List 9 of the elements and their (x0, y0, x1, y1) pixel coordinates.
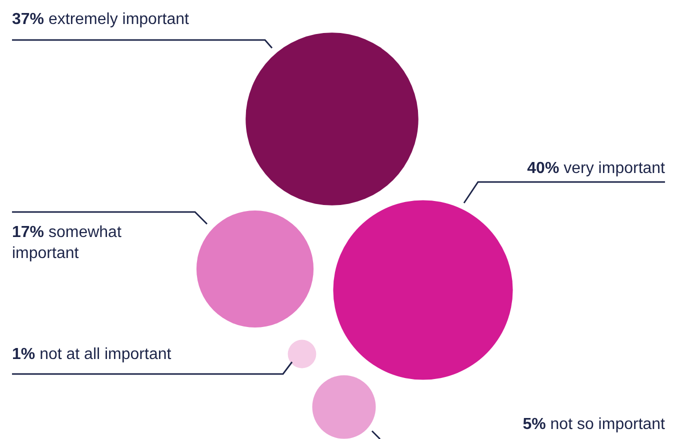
category-label: very important (564, 160, 665, 177)
data-label: 1% (12, 346, 36, 363)
category-label: not so important (550, 416, 665, 433)
category-label: extremely important (48, 11, 189, 28)
category-label: not at all important (40, 346, 172, 363)
data-label: 17% (12, 224, 44, 241)
data-label: 5% (522, 416, 546, 433)
data-label: 40% (527, 160, 560, 177)
data-label: 37% (12, 11, 44, 28)
